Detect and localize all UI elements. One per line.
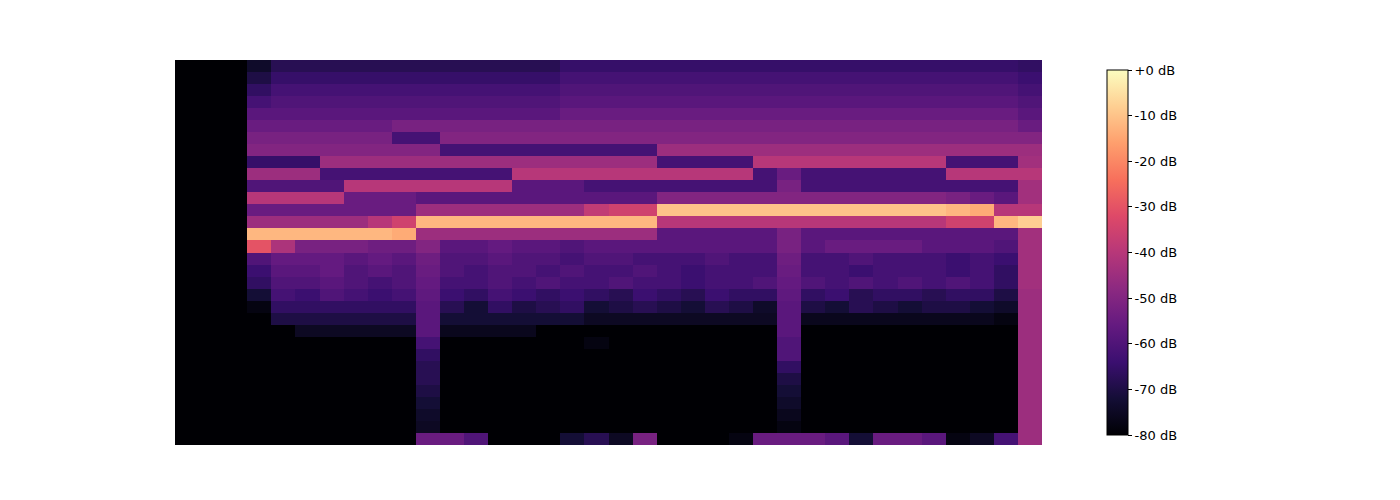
svg-text:-10 dB: -10 dB	[1135, 108, 1178, 123]
svg-text:-50 dB: -50 dB	[1135, 291, 1178, 306]
svg-text:-30 dB: -30 dB	[1135, 199, 1178, 214]
svg-text:-70 dB: -70 dB	[1135, 382, 1178, 397]
svg-text:-40 dB: -40 dB	[1135, 245, 1178, 260]
svg-text:-80 dB: -80 dB	[1135, 428, 1178, 443]
svg-text:-20 dB: -20 dB	[1135, 154, 1178, 169]
svg-text:-60 dB: -60 dB	[1135, 336, 1178, 351]
svg-text:+0 dB: +0 dB	[1135, 63, 1175, 78]
